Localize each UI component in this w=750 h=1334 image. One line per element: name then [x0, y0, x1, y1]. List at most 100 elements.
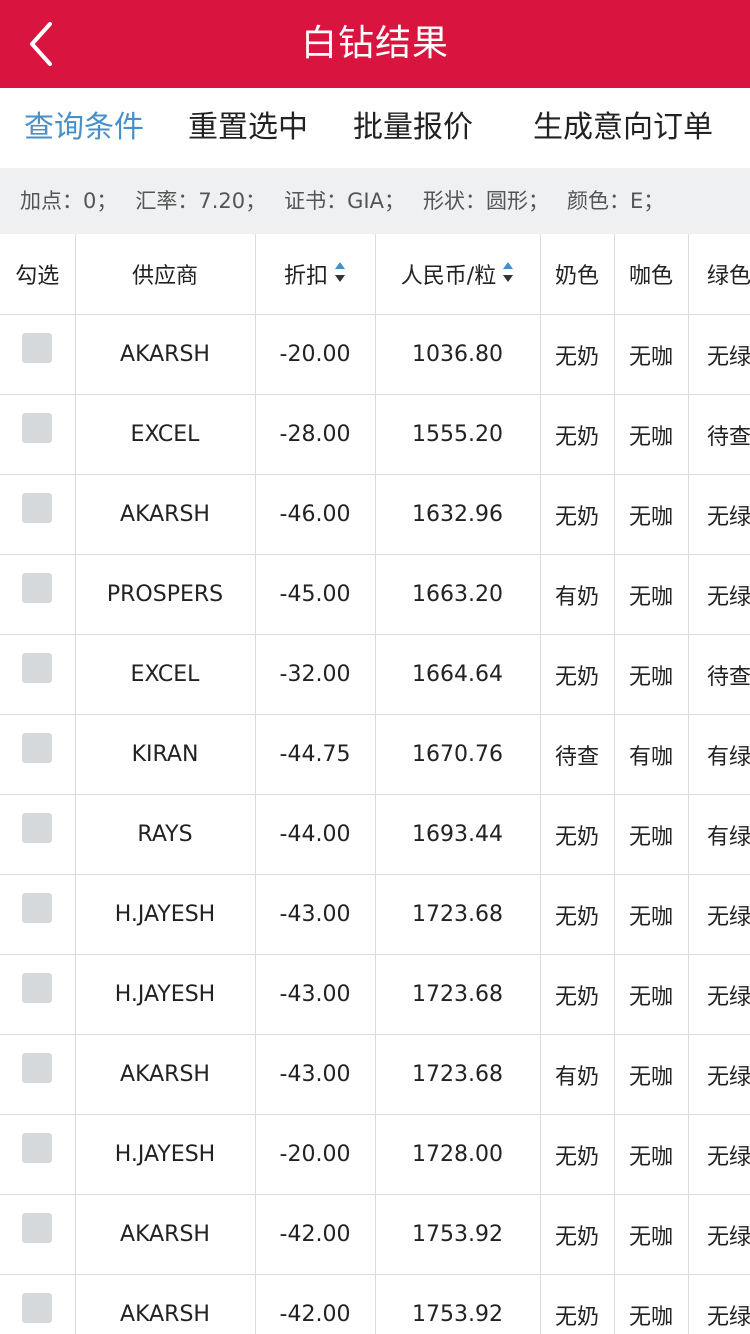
- table-row[interactable]: H.JAYESH -20.00 1728.00 无奶 无咖 无绿: [0, 1114, 750, 1195]
- table-body: AKARSH -20.00 1036.80 无奶 无咖 无绿 EXCEL -28.00 1555…: [0, 314, 750, 1334]
- supplier-cell: AKARSH: [74, 1274, 256, 1334]
- row-checkbox[interactable]: [22, 1052, 53, 1083]
- reset-selection-button[interactable]: 重置选中: [188, 110, 308, 145]
- supplier-cell: H.JAYESH: [74, 1114, 256, 1195]
- supplier-cell: RAYS: [74, 794, 256, 875]
- results-table-container[interactable]: 勾选 供应商 折扣 人民币/粒 奶色 咖色 绿色 AKARSH -20.00 103…: [0, 234, 750, 1334]
- brown-cell: 无咖: [613, 954, 689, 1035]
- row-checkbox[interactable]: [22, 1132, 53, 1163]
- filter-summary: 加点：0； 汇率：7.20； 证书：GIA； 形状：圆形； 颜色：E；: [0, 168, 750, 234]
- batch-quote-button[interactable]: 批量报价: [353, 110, 473, 145]
- row-checkbox[interactable]: [22, 332, 53, 363]
- select-cell: [0, 1274, 76, 1334]
- table-header-row: 勾选 供应商 折扣 人民币/粒 奶色 咖色 绿色: [0, 234, 750, 315]
- green-cell: 无绿: [687, 1034, 750, 1115]
- row-checkbox[interactable]: [22, 412, 53, 443]
- green-cell: 无绿: [687, 554, 750, 635]
- select-cell: [0, 554, 76, 635]
- milky-cell: 无奶: [539, 1114, 615, 1195]
- supplier-cell: EXCEL: [74, 634, 256, 715]
- green-cell: 无绿: [687, 1194, 750, 1275]
- brown-cell: 无咖: [613, 314, 689, 395]
- brown-cell: 无咖: [613, 874, 689, 955]
- table-row[interactable]: AKARSH -42.00 1753.92 无奶 无咖 无绿: [0, 1194, 750, 1275]
- row-checkbox[interactable]: [22, 812, 53, 843]
- table-row[interactable]: AKARSH -42.00 1753.92 无奶 无咖 无绿: [0, 1274, 750, 1334]
- green-cell: 无绿: [687, 1114, 750, 1195]
- milky-cell: 有奶: [539, 1034, 615, 1115]
- select-cell: [0, 794, 76, 875]
- row-checkbox[interactable]: [22, 1212, 53, 1243]
- brown-cell: 有咖: [613, 714, 689, 795]
- price-cell: 1555.20: [374, 394, 541, 475]
- table-row[interactable]: KIRAN -44.75 1670.76 待查 有咖 有绿: [0, 714, 750, 795]
- row-checkbox[interactable]: [22, 572, 53, 603]
- discount-cell: -43.00: [254, 954, 376, 1035]
- filter-markup: 加点：0；: [20, 189, 118, 213]
- table-row[interactable]: H.JAYESH -43.00 1723.68 无奶 无咖 无绿: [0, 954, 750, 1035]
- discount-cell: -32.00: [254, 634, 376, 715]
- price-cell: 1670.76: [374, 714, 541, 795]
- green-cell: 待查: [687, 394, 750, 475]
- milky-cell: 无奶: [539, 794, 615, 875]
- supplier-cell: AKARSH: [74, 1194, 256, 1275]
- price-cell: 1036.80: [374, 314, 541, 395]
- price-cell: 1723.68: [374, 1034, 541, 1115]
- select-cell: [0, 1114, 76, 1195]
- header-discount-label: 折扣: [283, 263, 328, 289]
- row-checkbox[interactable]: [22, 1292, 53, 1323]
- row-checkbox[interactable]: [22, 892, 53, 923]
- green-cell: 无绿: [687, 1274, 750, 1334]
- price-cell: 1753.92: [374, 1194, 541, 1275]
- header-brown: 咖色: [613, 234, 689, 315]
- supplier-cell: AKARSH: [74, 314, 256, 395]
- row-checkbox[interactable]: [22, 492, 53, 523]
- supplier-cell: EXCEL: [74, 394, 256, 475]
- row-checkbox[interactable]: [22, 652, 53, 683]
- select-cell: [0, 314, 76, 395]
- table-row[interactable]: RAYS -44.00 1693.44 无奶 无咖 有绿: [0, 794, 750, 875]
- header-discount[interactable]: 折扣: [254, 234, 376, 315]
- green-cell: 有绿: [687, 714, 750, 795]
- brown-cell: 无咖: [613, 1274, 689, 1334]
- table-row[interactable]: PROSPERS -45.00 1663.20 有奶 无咖 无绿: [0, 554, 750, 635]
- milky-cell: 无奶: [539, 874, 615, 955]
- discount-cell: -20.00: [254, 314, 376, 395]
- query-conditions-button[interactable]: 查询条件: [24, 110, 144, 145]
- table-row[interactable]: AKARSH -46.00 1632.96 无奶 无咖 无绿: [0, 474, 750, 555]
- supplier-cell: AKARSH: [74, 474, 256, 555]
- price-cell: 1723.68: [374, 954, 541, 1035]
- price-cell: 1753.92: [374, 1274, 541, 1334]
- brown-cell: 无咖: [613, 474, 689, 555]
- price-cell: 1664.64: [374, 634, 541, 715]
- table-row[interactable]: AKARSH -20.00 1036.80 无奶 无咖 无绿: [0, 314, 750, 395]
- results-table: 勾选 供应商 折扣 人民币/粒 奶色 咖色 绿色 AKARSH -20.00 103…: [0, 234, 750, 1334]
- brown-cell: 无咖: [613, 794, 689, 875]
- table-row[interactable]: AKARSH -43.00 1723.68 有奶 无咖 无绿: [0, 1034, 750, 1115]
- milky-cell: 无奶: [539, 1274, 615, 1334]
- table-row[interactable]: EXCEL -32.00 1664.64 无奶 无咖 待查: [0, 634, 750, 715]
- header-price[interactable]: 人民币/粒: [374, 234, 541, 315]
- discount-cell: -42.00: [254, 1194, 376, 1275]
- discount-cell: -28.00: [254, 394, 376, 475]
- create-order-button[interactable]: 生成意向订单: [533, 110, 713, 145]
- brown-cell: 无咖: [613, 1194, 689, 1275]
- discount-cell: -43.00: [254, 1034, 376, 1115]
- filter-cert: 证书：GIA；: [284, 189, 405, 213]
- back-button[interactable]: [18, 14, 68, 74]
- milky-cell: 无奶: [539, 394, 615, 475]
- brown-cell: 无咖: [613, 1114, 689, 1195]
- app-header: 白钻结果: [0, 0, 750, 88]
- discount-cell: -44.00: [254, 794, 376, 875]
- price-cell: 1723.68: [374, 874, 541, 955]
- table-row[interactable]: EXCEL -28.00 1555.20 无奶 无咖 待查: [0, 394, 750, 475]
- row-checkbox[interactable]: [22, 972, 53, 1003]
- row-checkbox[interactable]: [22, 732, 53, 763]
- milky-cell: 无奶: [539, 314, 615, 395]
- brown-cell: 无咖: [613, 1034, 689, 1115]
- brown-cell: 无咖: [613, 634, 689, 715]
- table-row[interactable]: H.JAYESH -43.00 1723.68 无奶 无咖 无绿: [0, 874, 750, 955]
- green-cell: 无绿: [687, 954, 750, 1035]
- green-cell: 无绿: [687, 874, 750, 955]
- header-green: 绿色: [687, 234, 750, 315]
